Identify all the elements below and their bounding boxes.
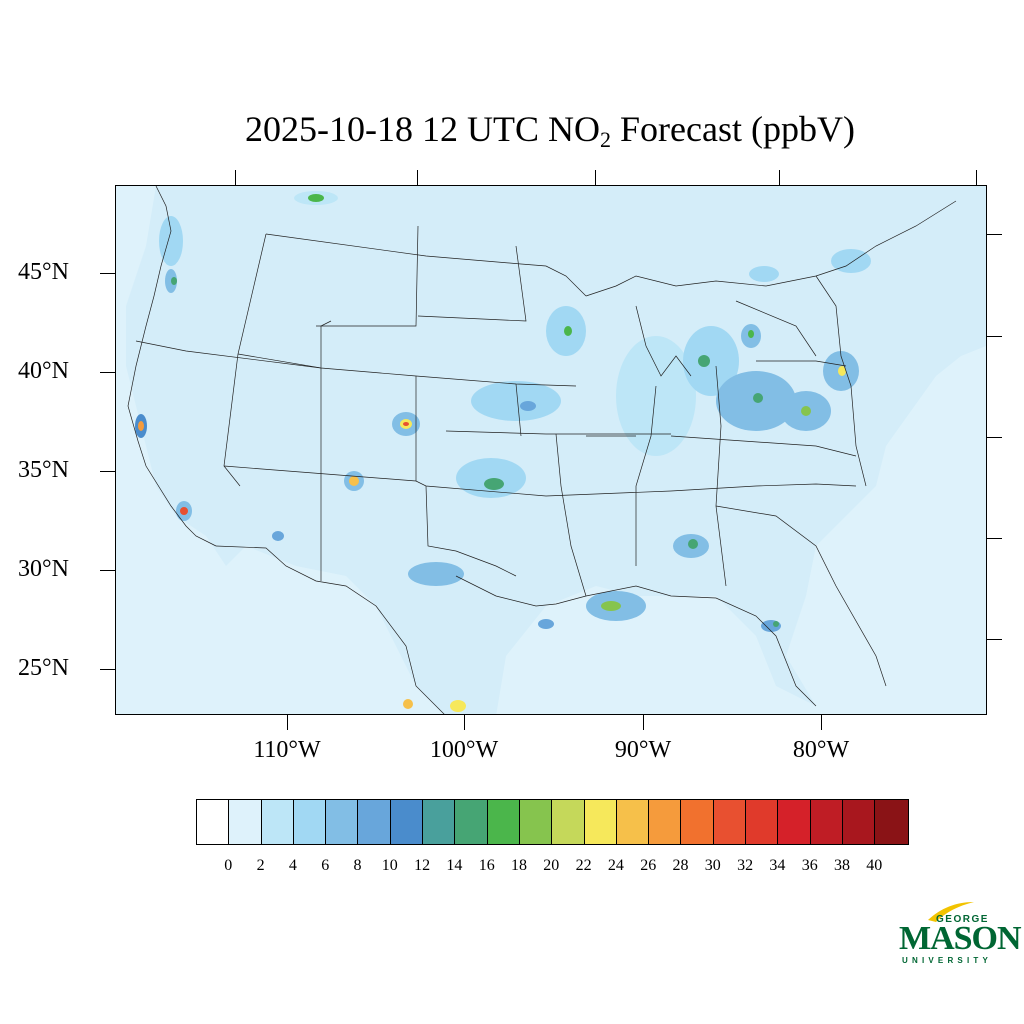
left-tick <box>100 669 115 670</box>
right-tick <box>987 437 1002 438</box>
lat-label-35n: 35°N <box>18 457 69 483</box>
logo-george-text: GEORGE <box>936 914 989 925</box>
lat-label-25n: 25°N <box>18 655 69 681</box>
lon-label-100w: 100°W <box>429 737 499 763</box>
colorbar-cell <box>681 800 714 844</box>
bottom-tick <box>464 715 465 730</box>
left-tick <box>100 471 115 472</box>
right-tick <box>987 234 1002 235</box>
colorbar-tick-label: 14 <box>446 857 463 874</box>
colorbar-cell <box>810 800 843 844</box>
bottom-tick <box>643 715 644 730</box>
colorbar-tick-label: 36 <box>801 857 818 874</box>
colorbar-tick-label: 12 <box>414 857 431 874</box>
left-tick <box>100 570 115 571</box>
gmu-logo: GEORGE MASON UNIVERSITY <box>896 900 1022 970</box>
top-tick <box>417 170 418 185</box>
lon-label-80w: 80°W <box>792 737 850 763</box>
no2-plumes <box>135 191 871 712</box>
colorbar-cell <box>293 800 327 844</box>
colorbar-cell <box>649 800 682 844</box>
colorbar-tick-label: 4 <box>288 857 297 874</box>
colorbar-tick-label: 26 <box>640 857 657 874</box>
lat-label-30n: 30°N <box>18 556 69 582</box>
map-title: 2025-10-18 12 UTC NO2 Forecast (ppbV) <box>245 109 855 152</box>
colorbar-cell <box>584 800 617 844</box>
colorbar-cell <box>261 800 294 844</box>
colorbar-cell <box>326 800 359 844</box>
borders <box>127 186 957 714</box>
colorbar-tick-label: 2 <box>256 857 265 874</box>
colorbar <box>196 799 909 845</box>
right-tick <box>987 639 1002 640</box>
top-tick <box>595 170 596 185</box>
colorbar-tick-label: 28 <box>672 857 689 874</box>
colorbar-tick-label: 8 <box>353 857 362 874</box>
colorbar-cell <box>197 800 230 844</box>
lat-label-45n: 45°N <box>18 259 69 285</box>
no2-forecast-map <box>115 185 987 715</box>
colorbar-cell <box>358 800 391 844</box>
us-map-svg <box>126 186 986 714</box>
swoosh-icon <box>928 902 974 922</box>
colorbar-cell <box>875 800 908 844</box>
colorbar-tick-label: 38 <box>834 857 850 874</box>
logo-university-text: UNIVERSITY <box>902 956 993 965</box>
lon-label-110w: 110°W <box>253 737 321 763</box>
colorbar-tick-label: 30 <box>704 857 721 874</box>
colorbar-cell <box>552 800 585 844</box>
colorbar-cell <box>229 800 262 844</box>
top-tick <box>779 170 780 185</box>
colorbar-cell <box>519 800 553 844</box>
colorbar-cell <box>616 800 650 844</box>
land-mass <box>126 186 986 714</box>
left-tick <box>100 372 115 373</box>
bottom-tick <box>287 715 288 730</box>
colorbar-tick-label: 40 <box>866 857 883 874</box>
top-tick <box>235 170 236 185</box>
colorbar-tick-label: 32 <box>737 857 754 874</box>
bottom-tick <box>821 715 822 730</box>
right-tick <box>987 538 1002 539</box>
colorbar-cell <box>455 800 488 844</box>
colorbar-cell <box>713 800 747 844</box>
colorbar-cell <box>423 800 456 844</box>
left-tick <box>100 273 115 274</box>
lon-label-90w: 90°W <box>614 737 672 763</box>
colorbar-cell <box>778 800 811 844</box>
colorbar-cell <box>487 800 520 844</box>
colorbar-tick-label: 0 <box>224 857 233 874</box>
colorbar-tick-label: 18 <box>511 857 527 874</box>
colorbar-cell <box>390 800 424 844</box>
colorbar-tick-label: 16 <box>478 857 495 874</box>
right-tick <box>987 336 1002 337</box>
colorbar-tick-label: 6 <box>321 857 330 874</box>
colorbar-tick-label: 20 <box>543 857 560 874</box>
colorbar-tick-label: 24 <box>607 857 624 874</box>
lat-label-40n: 40°N <box>18 358 69 384</box>
logo-mason-text: MASON <box>899 920 1022 957</box>
colorbar-tick-label: 22 <box>575 857 592 874</box>
colorbar-cell <box>842 800 876 844</box>
top-tick <box>976 170 977 185</box>
colorbar-tick-label: 34 <box>769 857 786 874</box>
colorbar-cell <box>746 800 779 844</box>
colorbar-tick-label: 10 <box>381 857 398 874</box>
